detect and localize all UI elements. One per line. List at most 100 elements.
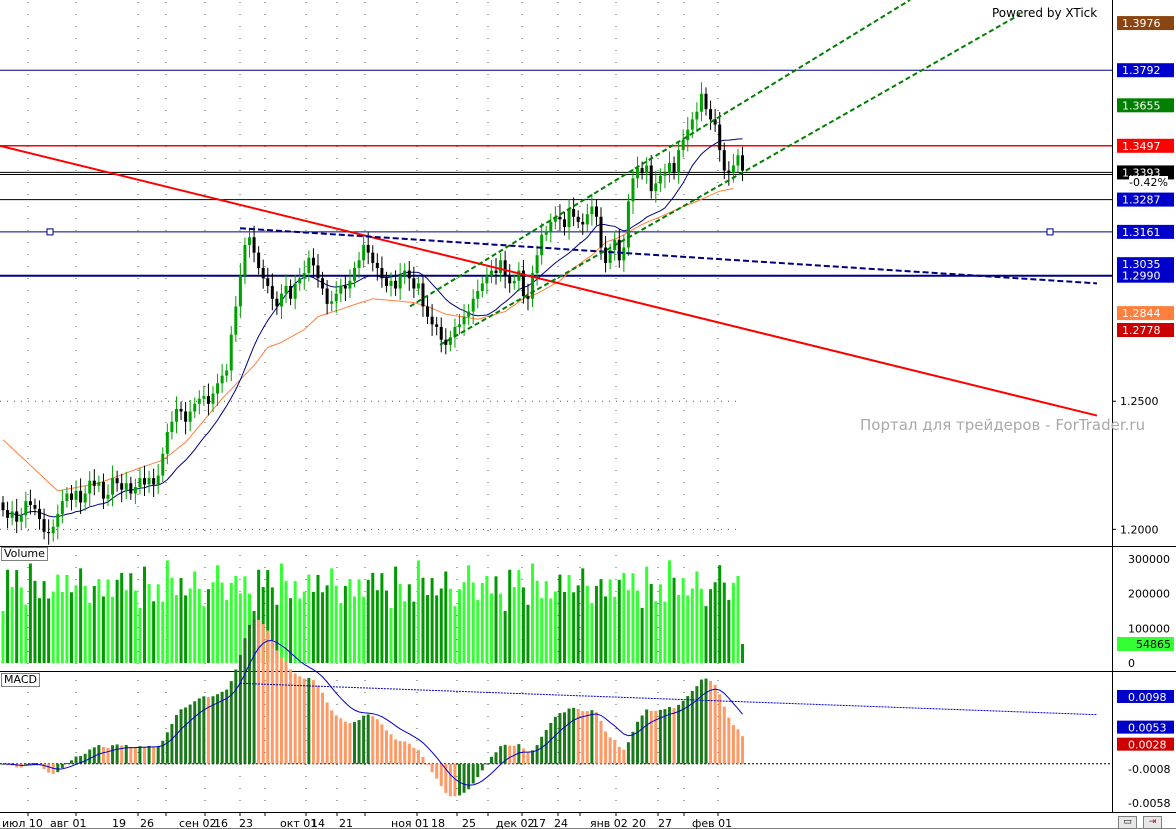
volume-bar: [15, 570, 19, 663]
candle-body: [138, 478, 142, 488]
volume-bar: [398, 583, 402, 663]
x-tick-label: авг 01: [50, 817, 87, 829]
volume-bar: [686, 595, 690, 663]
macd-bar: [594, 712, 598, 764]
candle-body: [686, 129, 690, 140]
volume-bar: [553, 591, 557, 663]
candle-body: [51, 526, 55, 534]
ma-slow-line: [2, 188, 734, 492]
volume-bar: [170, 577, 174, 663]
macd-bar: [613, 740, 617, 764]
macd-bar: [663, 709, 667, 764]
x-tick-label: 14: [311, 817, 325, 829]
candle-body: [389, 280, 393, 286]
volume-bar: [581, 568, 585, 663]
candle-body: [704, 93, 708, 110]
price-tag-bg: [1117, 98, 1174, 113]
macd-bar: [590, 710, 594, 764]
macd-bar: [261, 624, 265, 764]
candle-body: [261, 268, 265, 279]
candle-body: [106, 494, 110, 499]
macd-bar: [257, 619, 261, 764]
volume-bar: [371, 572, 375, 663]
candle-body: [713, 119, 717, 125]
macd-bar: [690, 690, 694, 764]
x-tick-label: 23: [239, 817, 253, 829]
macd-bar: [416, 750, 420, 764]
candle-body: [266, 278, 270, 286]
volume-bar: [741, 643, 745, 663]
volume-bar: [229, 582, 233, 663]
x-tick-label: 25: [462, 817, 476, 829]
volume-bar: [311, 591, 315, 663]
candle-body: [681, 139, 685, 151]
volume-bar: [10, 587, 14, 663]
macd-bar: [56, 763, 60, 773]
macd-bar: [435, 763, 439, 779]
candle-body: [101, 481, 105, 499]
macd-bar: [161, 740, 165, 764]
macd-bar: [138, 746, 142, 764]
volume-bar: [421, 577, 425, 663]
macd-bar: [293, 673, 297, 764]
volume-bar: [544, 581, 548, 663]
toggle-panel-button[interactable]: ▭: [1118, 816, 1137, 829]
exit-icon[interactable]: ⇥: [1143, 816, 1162, 829]
volume-bar: [426, 595, 430, 663]
macd-bar: [462, 763, 466, 793]
candle-body: [663, 173, 667, 176]
x-tick-label: 21: [339, 817, 353, 829]
price-tag-label: 1.3161: [1122, 226, 1161, 239]
volume-bar: [38, 598, 42, 663]
volume-bar: [462, 582, 466, 663]
volume-bar: [124, 590, 128, 663]
macd-bar: [704, 678, 708, 764]
macd-bar: [1, 763, 5, 765]
x-tick-label: 17: [532, 817, 546, 829]
candle-body: [206, 396, 210, 404]
volume-bar: [499, 593, 503, 663]
candle-body: [576, 216, 580, 222]
volume-bar: [24, 604, 28, 663]
volume-bar: [284, 580, 288, 663]
candle-body: [512, 280, 516, 284]
price-tag-label: 1.2844: [1122, 307, 1161, 320]
volume-bar: [321, 592, 325, 663]
volume-bar: [467, 565, 471, 663]
macd-tag-label: 0.0098: [1128, 691, 1167, 704]
volume-bar: [65, 574, 69, 663]
candle-body: [462, 316, 466, 325]
candle-body: [115, 478, 119, 484]
candle-body: [658, 175, 662, 184]
macd-bar: [458, 763, 461, 796]
candle-body: [631, 178, 635, 202]
macd-bar: [558, 713, 562, 764]
macd-bar: [83, 753, 87, 764]
candle-body: [156, 475, 160, 485]
candle-body: [626, 201, 630, 248]
candle-body: [298, 278, 302, 284]
candle-body: [257, 252, 261, 269]
volume-bar: [293, 581, 297, 663]
candle-body: [184, 411, 188, 422]
x-tick-label: 19: [112, 817, 126, 829]
macd-bar: [394, 739, 398, 764]
macd-bar: [270, 639, 274, 764]
candle-body: [248, 237, 252, 245]
volume-bar: [188, 588, 192, 663]
macd-tag-label: 0.0053: [1128, 722, 1167, 735]
macd-bar: [535, 745, 539, 764]
volume-bar: [489, 593, 493, 663]
macd-bar: [412, 747, 416, 764]
volume-bar: [161, 601, 165, 663]
volume-bar: [69, 592, 73, 663]
candle-body: [485, 275, 489, 284]
volume-bar: [663, 601, 667, 663]
candle-body: [608, 250, 612, 263]
volume-bar: [56, 574, 60, 663]
macd-bar: [330, 710, 334, 764]
macd-bar: [471, 763, 475, 784]
volume-bar: [585, 585, 589, 663]
macd-bar: [69, 760, 73, 764]
macd-bar: [553, 716, 557, 764]
